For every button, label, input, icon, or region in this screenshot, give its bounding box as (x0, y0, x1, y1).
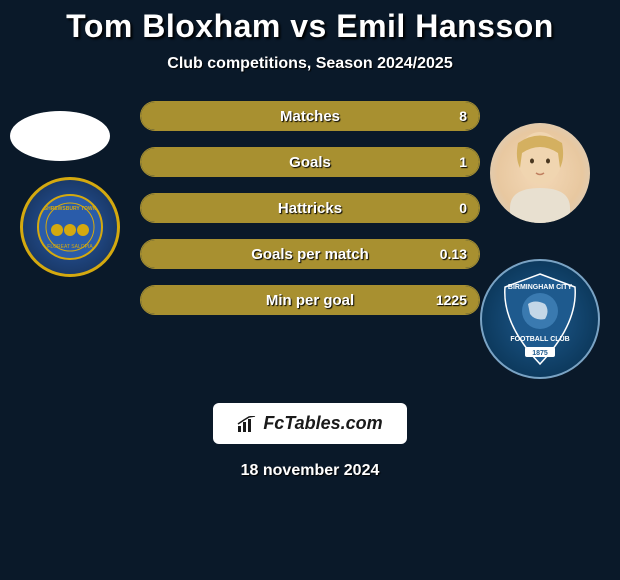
stat-value-right: 1 (459, 148, 467, 176)
stat-row-goals-per-match: Goals per match 0.13 (140, 239, 480, 269)
comparison-card: Tom Bloxham vs Emil Hansson Club competi… (0, 0, 620, 580)
player-left-avatar (10, 111, 110, 161)
stat-value-right: 1225 (436, 286, 467, 314)
page-subtitle: Club competitions, Season 2024/2025 (0, 55, 620, 73)
stat-label: Min per goal (141, 286, 479, 314)
svg-text:FLOREAT SALOPIA: FLOREAT SALOPIA (47, 244, 93, 250)
source-logo: FcTables.com (213, 403, 406, 444)
stat-row-matches: Matches 8 (140, 101, 480, 131)
player-right-avatar (490, 123, 590, 223)
stat-label: Goals per match (141, 240, 479, 268)
svg-text:BIRMINGHAM CITY: BIRMINGHAM CITY (508, 284, 572, 291)
stat-label: Matches (141, 102, 479, 130)
svg-text:SHREWSBURY TOWN: SHREWSBURY TOWN (44, 206, 97, 212)
stat-label: Hattricks (141, 194, 479, 222)
shield-icon: BIRMINGHAM CITY FOOTBALL CLUB 1875 (490, 269, 590, 369)
chart-icon (237, 416, 257, 432)
shield-icon: SHREWSBURY TOWN FLOREAT SALOPIA (35, 192, 105, 262)
logo-text: FcTables.com (263, 413, 382, 434)
date-label: 18 november 2024 (241, 462, 380, 480)
stats-area: SHREWSBURY TOWN FLOREAT SALOPIA BIRMINGH… (0, 101, 620, 315)
stat-row-hattricks: Hattricks 0 (140, 193, 480, 223)
footer: FcTables.com 18 november 2024 (0, 403, 620, 480)
stat-value-right: 0 (459, 194, 467, 222)
stat-value-right: 8 (459, 102, 467, 130)
page-title: Tom Bloxham vs Emil Hansson (0, 8, 620, 45)
player-left-club-badge: SHREWSBURY TOWN FLOREAT SALOPIA (20, 177, 120, 277)
player-right-club-badge: BIRMINGHAM CITY FOOTBALL CLUB 1875 (480, 259, 600, 379)
stat-rows: Matches 8 Goals 1 Hattricks 0 Goals per … (140, 101, 480, 315)
svg-text:FOOTBALL CLUB: FOOTBALL CLUB (510, 336, 569, 343)
stat-row-min-per-goal: Min per goal 1225 (140, 285, 480, 315)
stat-value-right: 0.13 (440, 240, 467, 268)
person-icon (490, 123, 590, 223)
stat-row-goals: Goals 1 (140, 147, 480, 177)
svg-text:1875: 1875 (532, 350, 548, 357)
stat-label: Goals (141, 148, 479, 176)
